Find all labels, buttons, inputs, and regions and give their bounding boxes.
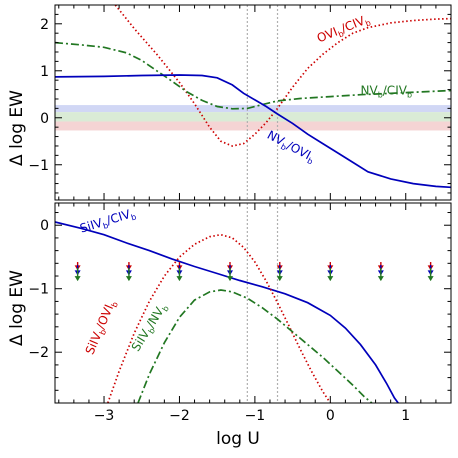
plot-area — [55, 203, 434, 403]
upper-limit-arrowhead-3-2 — [226, 276, 233, 282]
curve-label-siiv-b-civ-b: SiIVb/CIVb — [78, 206, 137, 238]
upper-limit-arrowhead-7-2 — [427, 276, 434, 282]
series-line-siiv-b-nv-b — [137, 289, 373, 403]
y-tick-label: 0 — [40, 111, 49, 127]
axes-frame — [54, 4, 452, 201]
series-line-ovi-b-civ-b — [114, 5, 451, 147]
shaded-band-2 — [55, 121, 451, 131]
shaded-band-1 — [55, 112, 451, 122]
x-tick-label: 0 — [326, 408, 335, 424]
x-axis-label: log U — [216, 429, 260, 449]
y-tick-label: 1 — [40, 64, 49, 80]
top-y-axis-label: Δ log EW — [7, 90, 27, 166]
series-line-siiv-b-ovi-b — [106, 233, 332, 403]
curve-label-nv-b-ovi-b: NVb/OVIb — [264, 128, 318, 167]
y-tick-label: −1 — [28, 282, 49, 298]
axes-frame — [54, 202, 452, 404]
curve-label-siiv-b-ovi-b: SiIVb/OVIb — [83, 298, 120, 358]
y-tick-label: 0 — [40, 218, 49, 234]
y-tick-label: −2 — [28, 345, 49, 361]
bottom-y-axis-label: Δ log EW — [7, 270, 27, 346]
x-tick-label: −2 — [169, 408, 190, 424]
x-tick-label: 1 — [401, 408, 410, 424]
upper-limit-arrowhead-4-2 — [276, 276, 283, 282]
upper-limit-arrowhead-1-2 — [125, 276, 132, 282]
x-tick-label: −1 — [245, 408, 266, 424]
upper-limit-arrowhead-6-2 — [377, 276, 384, 282]
curve-label-nv-b-civ-b: NVb/CIVb — [361, 83, 413, 99]
y-tick-label: −1 — [28, 158, 49, 174]
series-line-nv-b-civ-b — [55, 41, 451, 110]
series-line-siiv-b-civ-b — [55, 221, 399, 403]
upper-limit-arrowhead-2-2 — [176, 276, 183, 282]
x-tick-label: −3 — [94, 408, 115, 424]
y-tick-label: 2 — [40, 17, 49, 33]
shaded-band-0 — [55, 105, 451, 113]
upper-limit-arrowhead-5-2 — [327, 276, 334, 282]
plot-area — [55, 5, 451, 200]
series-line-nv-b-ovi-b — [55, 74, 451, 189]
upper-limit-arrowhead-0-2 — [74, 276, 81, 282]
curve-label-siiv-b-nv-b: SiIVb/NVb — [129, 300, 171, 354]
